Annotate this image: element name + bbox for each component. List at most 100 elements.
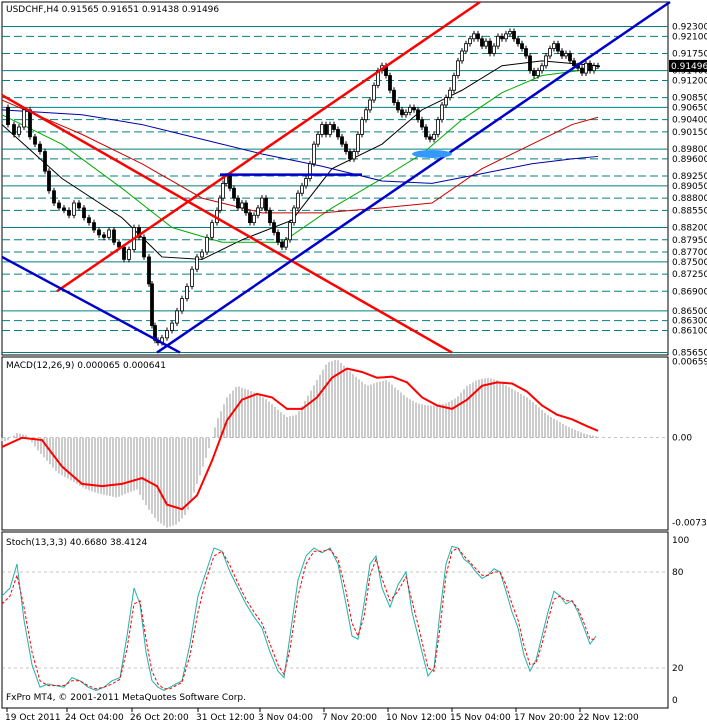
price-tick-label: 0.86100	[672, 326, 707, 336]
price-tick-label: 0.92300	[672, 23, 707, 33]
candle-body	[300, 185, 304, 194]
candle-body	[236, 197, 240, 209]
candle-body	[62, 207, 66, 211]
candle-body	[221, 183, 225, 199]
candle-body	[244, 202, 248, 214]
candle-body	[440, 104, 444, 121]
time-tick-label: 10 Nov 12:00	[386, 713, 447, 723]
candle-body	[107, 229, 111, 238]
candle-body	[142, 236, 146, 258]
candle-body	[240, 202, 244, 209]
time-tick-label: 3 Nov 04:00	[258, 713, 313, 723]
candle-body	[592, 65, 596, 72]
candle-body	[580, 67, 584, 74]
candle-body	[22, 109, 26, 128]
price-tick-label: 0.90150	[672, 128, 707, 138]
candle-body	[276, 232, 280, 243]
candle-body	[82, 207, 86, 219]
candle-body	[428, 136, 432, 140]
candle-body	[87, 217, 91, 224]
candle-body	[218, 197, 222, 211]
candle-body	[364, 109, 368, 121]
candle-body	[296, 192, 300, 209]
candle-body	[448, 89, 452, 99]
candle-body	[460, 50, 464, 62]
candle-body	[170, 322, 174, 331]
candle-body	[185, 285, 189, 300]
price-tick-label: 0.89800	[672, 145, 707, 155]
candle-body	[496, 35, 500, 47]
candle-body	[137, 227, 141, 238]
price-tick-label: 0.89250	[672, 172, 707, 182]
candle-body	[67, 209, 71, 216]
candle-body	[552, 43, 556, 49]
price-panel: 0.923000.921000.917500.914000.912000.908…	[1, 0, 707, 359]
candle-body	[352, 151, 356, 160]
candle-body	[264, 197, 268, 211]
stoch-tick-label: 80	[672, 568, 684, 578]
candle-body	[588, 62, 592, 72]
stoch-tick-label: 0	[672, 696, 678, 706]
trendline-1	[56, 0, 481, 293]
price-tag-label: 0.91496	[671, 62, 707, 72]
candle-body	[504, 33, 508, 40]
candle-body	[122, 246, 126, 260]
candle-body	[33, 136, 37, 145]
candle-body	[560, 50, 564, 57]
candle-body	[508, 31, 512, 35]
time-tick-label: 22 Nov 12:00	[578, 713, 639, 723]
candle-body	[332, 124, 336, 130]
candle-body	[292, 207, 296, 224]
candle-body	[584, 62, 588, 74]
candle-body	[210, 222, 214, 238]
candle-body	[52, 190, 56, 204]
stoch-panel: 100 80 20 0	[1, 536, 689, 706]
candle-body	[284, 239, 288, 248]
candle-body	[416, 109, 420, 121]
candle-body	[340, 136, 344, 145]
candle-body	[92, 222, 96, 231]
time-tick-label: 7 Nov 20:00	[322, 713, 377, 723]
candle-body	[252, 214, 256, 224]
candle-body	[444, 97, 448, 106]
candle-body	[524, 48, 528, 57]
candle-body	[532, 70, 536, 76]
macd-tick-label: 0.00	[672, 434, 692, 444]
candle-body	[512, 31, 516, 40]
candle-body	[368, 99, 372, 111]
moving-average-2	[1, 67, 599, 243]
price-tick-label: 0.87950	[672, 236, 707, 246]
macd-signal-line	[1, 367, 599, 511]
trendline-3	[1, 255, 181, 354]
candle-body	[260, 197, 264, 209]
candle-body	[336, 129, 340, 138]
candle-body	[72, 202, 76, 216]
candle-body	[436, 119, 440, 135]
price-tick-label: 0.86900	[672, 287, 707, 297]
candle-body	[272, 222, 276, 233]
candle-body	[200, 251, 204, 258]
candle-body	[280, 241, 284, 248]
price-tick-label: 0.90400	[672, 116, 707, 126]
trendline-4	[156, 0, 671, 354]
price-header: USDCHF,H4 0.91565 0.91651 0.91438 0.9149…	[6, 5, 219, 15]
stoch-signal-line	[1, 547, 596, 690]
price-tick-label: 0.92100	[672, 32, 707, 42]
candle-body	[320, 124, 324, 135]
price-tick-label: 0.85650	[672, 349, 707, 359]
price-tick-label: 0.86300	[672, 317, 707, 327]
candle-body	[476, 33, 480, 40]
candle-body	[404, 111, 408, 116]
price-tick-label: 0.91200	[672, 76, 707, 86]
time-tick-label: 19 Oct 2011	[5, 713, 61, 723]
candle-body	[47, 170, 51, 192]
candle-body	[564, 53, 568, 57]
time-axis: 19 Oct 2011 24 Oct 04:00 26 Oct 20:00 31 Oc…	[5, 708, 639, 723]
macd-header: MACD(12,26,9) 0.000065 0.000641	[6, 361, 166, 371]
candle-body	[312, 143, 316, 165]
macd-panel: 0.00659 0.00 -0.00733	[1, 358, 707, 528]
candle-body	[432, 133, 436, 140]
candle-body	[28, 109, 32, 138]
